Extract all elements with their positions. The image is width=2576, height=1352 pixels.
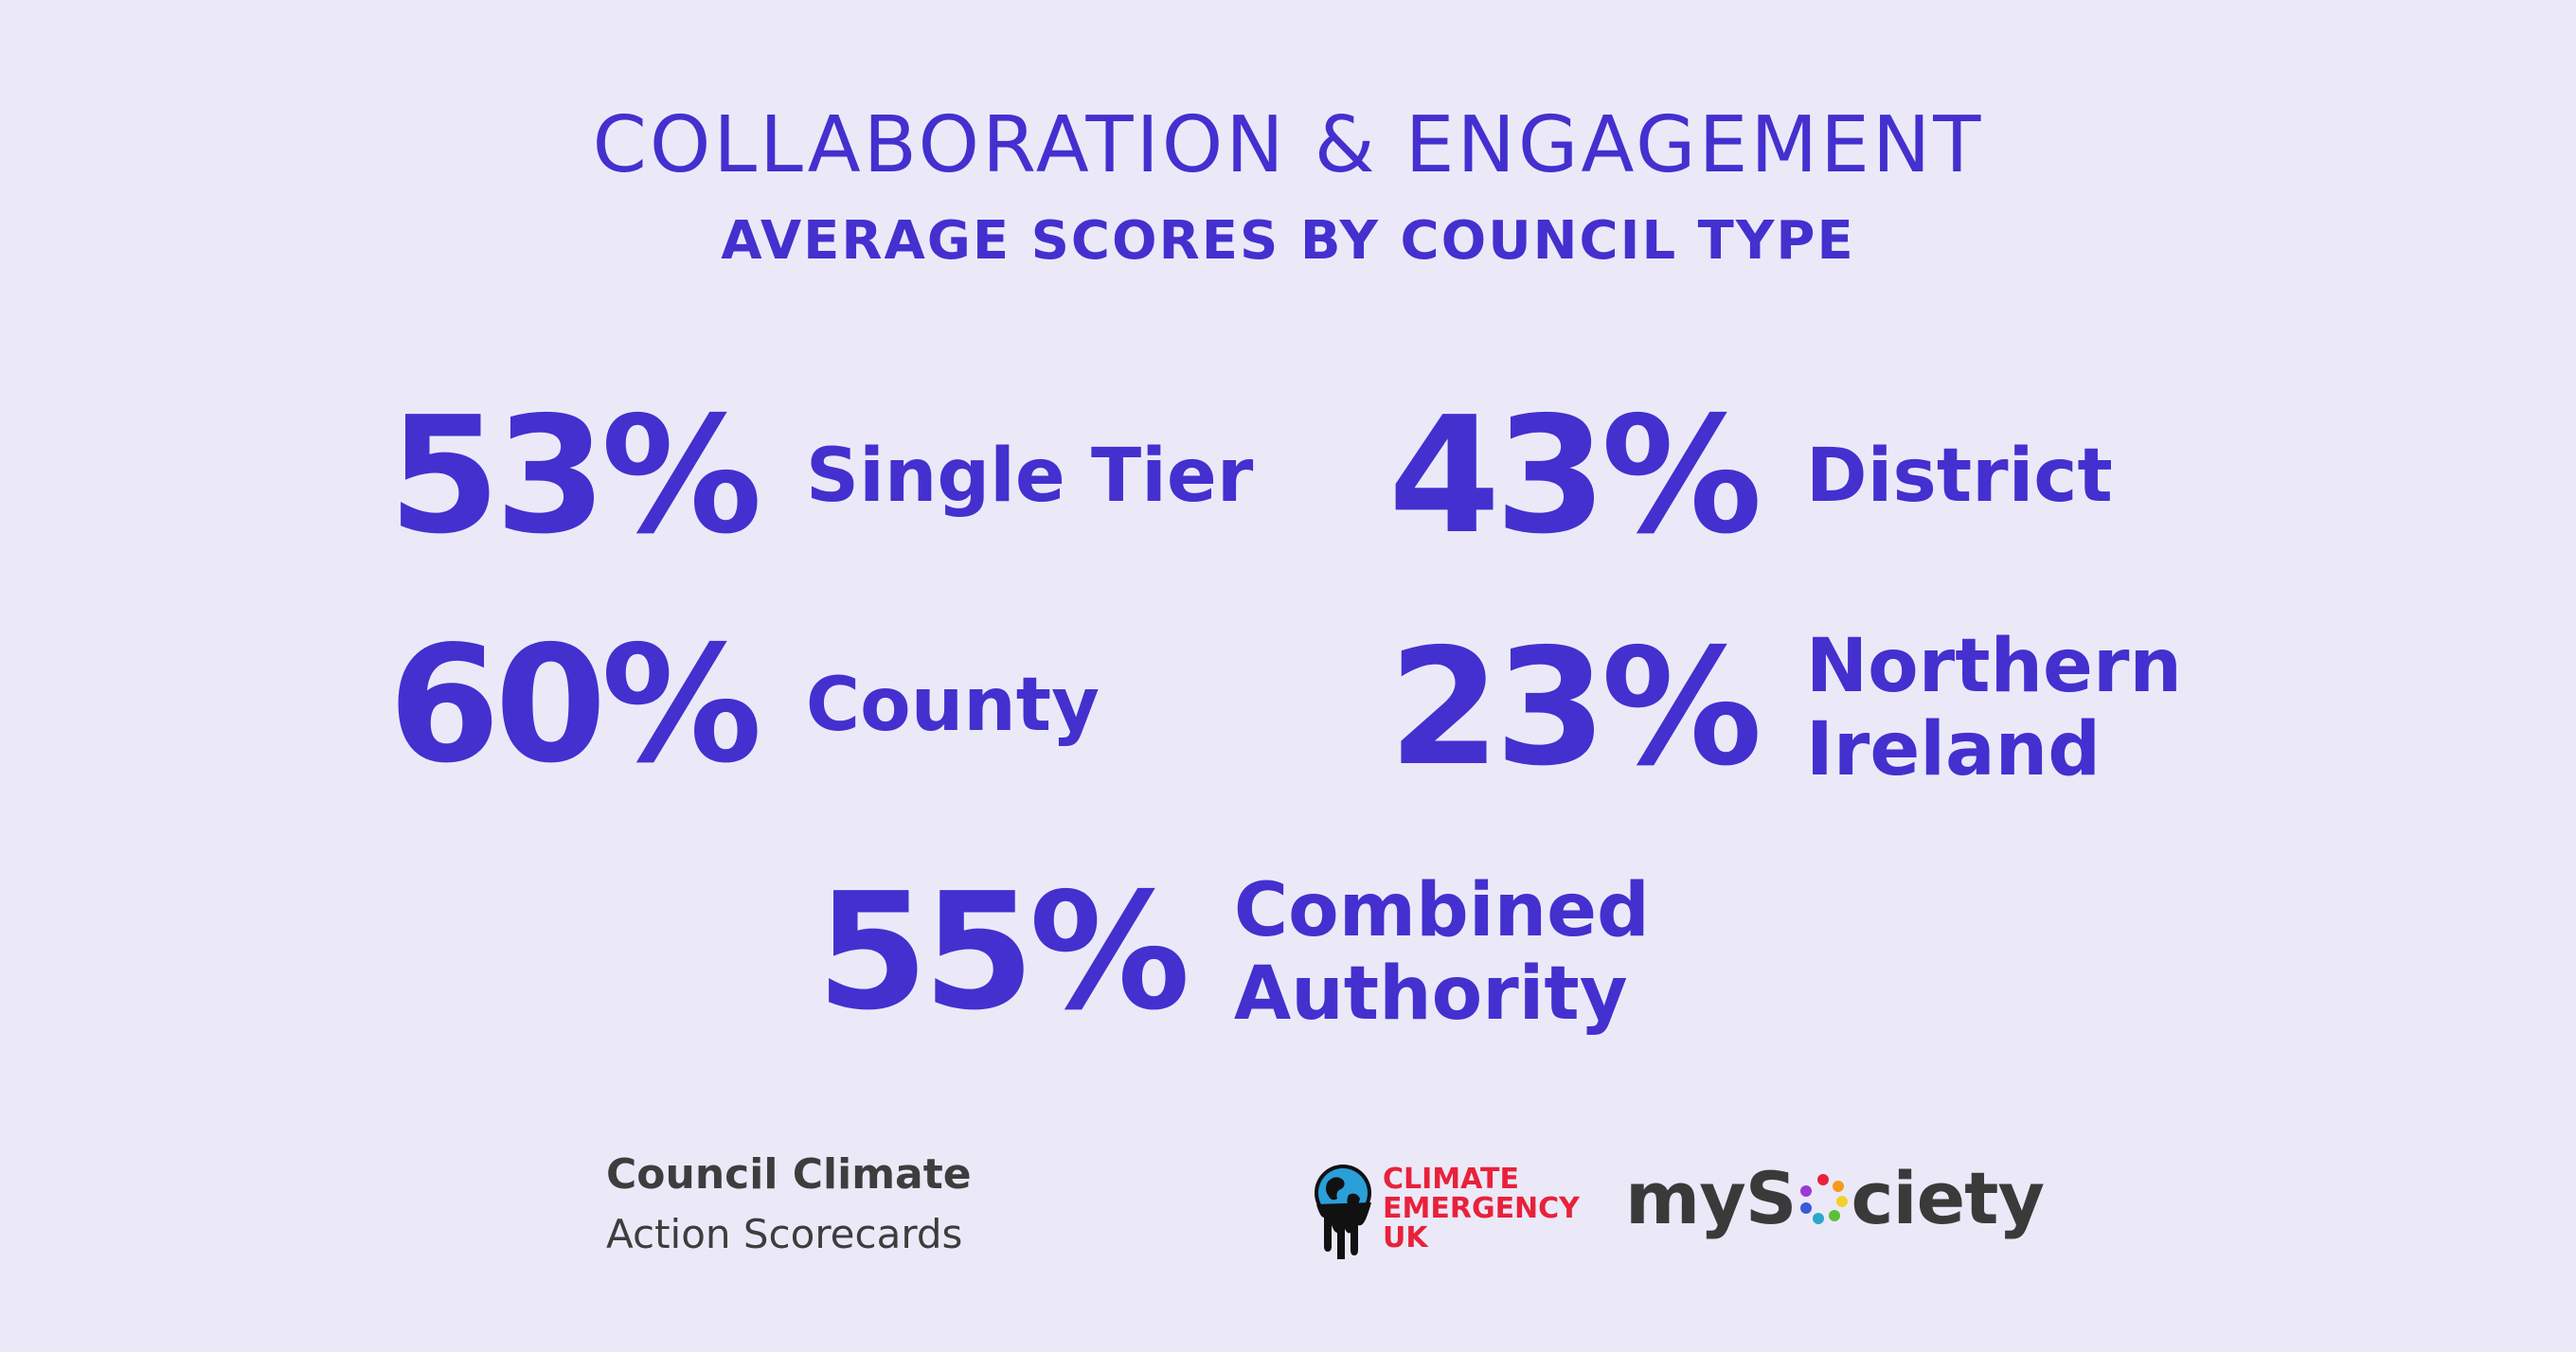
mysociety-logo: myS ciety	[1625, 1156, 2045, 1240]
ceuk-line: UK	[1383, 1220, 1428, 1254]
stat-label-line: Ireland	[1805, 707, 2102, 792]
stat-label-line: Authority	[1233, 952, 1628, 1037]
stat-county: 60% County	[388, 625, 1100, 786]
colored-dots-circle-icon	[1796, 1173, 1851, 1224]
stat-label: District	[1806, 435, 2113, 518]
mysociety-text-start: myS	[1625, 1156, 1797, 1240]
dripping-globe-icon	[1309, 1157, 1377, 1259]
stat-combined-authority: 55% Combined Authority	[816, 869, 1650, 1036]
stat-value: 60%	[388, 612, 762, 799]
ceuk-line: EMERGENCY	[1383, 1191, 1580, 1225]
stat-northern-ireland: 23% Northern Ireland	[1388, 625, 2182, 792]
stat-value: 43%	[1388, 382, 1762, 570]
stat-label: Combined Authority	[1234, 869, 1650, 1036]
stat-district: 43% District	[1388, 396, 2113, 557]
council-climate-scorecards-logo: Council Climate Action Scorecards	[606, 1146, 972, 1265]
stat-value: 23%	[1388, 614, 1762, 802]
stat-label: Northern Ireland	[1806, 625, 2182, 792]
stat-label-line: Northern	[1805, 624, 2182, 709]
brand-line-2: Action Scorecards	[606, 1211, 963, 1257]
stat-label-line: County	[805, 663, 1100, 748]
brand-line-1: Council Climate	[606, 1150, 972, 1199]
stat-single-tier: 53% Single Tier	[388, 396, 1253, 557]
stat-label: County	[806, 664, 1100, 747]
stat-label-line: Combined	[1233, 868, 1650, 953]
stat-value: 55%	[816, 859, 1190, 1046]
stat-label-line: Single Tier	[805, 434, 1254, 519]
mysociety-text-end: ciety	[1851, 1156, 2045, 1240]
stat-label-line: District	[1805, 434, 2113, 519]
stat-label: Single Tier	[806, 435, 1253, 518]
climate-emergency-uk-logo: CLIMATE EMERGENCY UK	[1309, 1157, 1580, 1259]
ceuk-line: CLIMATE	[1383, 1162, 1519, 1196]
page-subtitle: AVERAGE SCORES BY COUNCIL TYPE	[721, 210, 1855, 272]
stat-value: 53%	[388, 382, 762, 570]
page-title: COLLABORATION & ENGAGEMENT	[592, 100, 1984, 190]
ceuk-wordmark: CLIMATE EMERGENCY UK	[1383, 1165, 1580, 1253]
